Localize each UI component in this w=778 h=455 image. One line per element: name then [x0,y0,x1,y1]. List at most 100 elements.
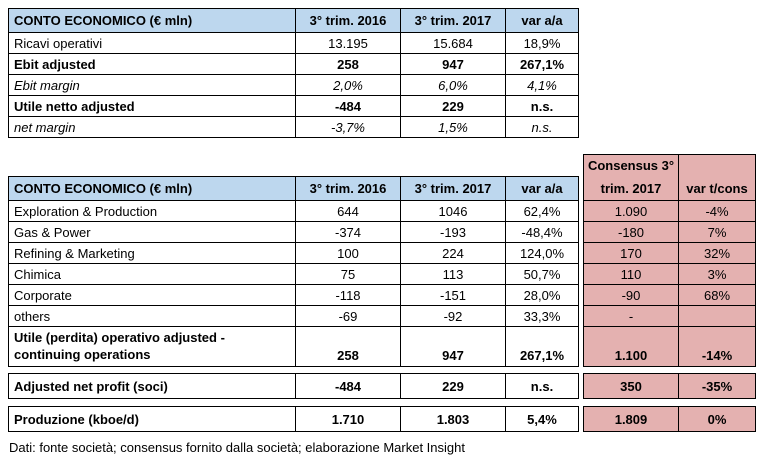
cell-consensus: 170 [583,242,679,264]
cell-consensus: -180 [583,221,679,243]
cell-q3-2017: 1.803 [400,406,506,432]
cell-consensus: 1.100 [583,326,679,367]
cell-consensus: 110 [583,263,679,285]
cell-q3-2016: -69 [295,305,401,327]
cell-q3-2017: 6,0% [400,74,506,96]
cell-q3-2016: 100 [295,242,401,264]
row-label: Refining & Marketing [8,242,296,264]
cell-var-yoy: 124,0% [505,242,579,264]
cell-q3-2016: 258 [295,53,401,75]
consensus-header-line2: trim. 2017 [583,176,679,201]
table2-header-row: CONTO ECONOMICO (€ mln) 3° trim. 2016 3°… [8,176,756,201]
cell-var-yoy: 33,3% [505,305,579,327]
cell-var-cons: 0% [678,406,756,432]
cell-q3-2016: 2,0% [295,74,401,96]
table-row-utile-netto-adjusted: Utile netto adjusted -484 229 n.s. [8,95,579,117]
table-row-produzione: Produzione (kboe/d) 1.710 1.803 5,4% 1.8… [8,406,756,432]
table-row-others: others -69 -92 33,3% - [8,305,756,327]
production-table: Produzione (kboe/d) 1.710 1.803 5,4% 1.8… [8,406,756,432]
gap-cell [578,263,584,285]
cell-q3-2017: -92 [400,305,506,327]
gap-cell [578,242,584,264]
table1-col-var-yoy: var a/a [505,8,579,33]
cell-q3-2017: 947 [400,53,506,75]
footer-note: Dati: fonte società; consensus fornito d… [9,440,465,455]
gap-cell [578,305,584,327]
cell-var-yoy: n.s. [505,116,579,138]
table2-col-q3-2017: 3° trim. 2017 [400,176,506,201]
cell-consensus: 1.809 [583,406,679,432]
table1-col-q3-2017: 3° trim. 2017 [400,8,506,33]
gap-cell [578,221,584,243]
consensus-header-line1: Consensus 3° [583,154,679,177]
cell-var-cons: -14% [678,326,756,367]
cell-var-cons [678,305,756,327]
var-cons-header-top [678,154,756,177]
cell-var-cons: -4% [678,200,756,222]
cell-var-yoy: 50,7% [505,263,579,285]
cell-q3-2017: 229 [400,373,506,399]
cell-var-yoy: 267,1% [505,53,579,75]
table-row-gas-power: Gas & Power -374 -193 -48,4% -180 7% [8,221,756,243]
row-label: Ebit adjusted [8,53,296,75]
var-cons-header: var t/cons [678,176,756,201]
table-row-ricavi-operativi: Ricavi operativi 13.195 15.684 18,9% [8,32,579,54]
cell-q3-2016: 258 [295,326,401,367]
cell-consensus: 350 [583,373,679,399]
row-label: net margin [8,116,296,138]
cell-var-yoy: n.s. [505,373,579,399]
row-label-line2: continuing operations [14,347,151,362]
cell-q3-2016: 13.195 [295,32,401,54]
table-row-adjusted-net-profit: Adjusted net profit (soci) -484 229 n.s.… [8,373,756,399]
gap-cell [578,200,584,222]
cell-var-yoy: 5,4% [505,406,579,432]
adjusted-net-profit-table: Adjusted net profit (soci) -484 229 n.s.… [8,373,756,399]
table1-title: CONTO ECONOMICO (€ mln) [8,8,296,33]
table-row-exploration-production: Exploration & Production 644 1046 62,4% … [8,200,756,222]
cell-var-cons: 68% [678,284,756,306]
table2-col-q3-2016: 3° trim. 2016 [295,176,401,201]
table1-header-row: CONTO ECONOMICO (€ mln) 3° trim. 2016 3°… [8,8,579,33]
spacer-cell [8,154,579,177]
cell-var-yoy: -48,4% [505,221,579,243]
cell-q3-2016: 1.710 [295,406,401,432]
cell-q3-2017: 15.684 [400,32,506,54]
cell-q3-2016: -484 [295,373,401,399]
row-label: Ebit margin [8,74,296,96]
consensus-header-row-top: Consensus 3° [8,154,756,177]
table2-title: CONTO ECONOMICO (€ mln) [8,176,296,201]
cell-var-yoy: 4,1% [505,74,579,96]
table-row-chimica: Chimica 75 113 50,7% 110 3% [8,263,756,285]
cell-q3-2016: -118 [295,284,401,306]
cell-q3-2016: -484 [295,95,401,117]
table-row-ebit-margin: Ebit margin 2,0% 6,0% 4,1% [8,74,579,96]
cell-q3-2017: -193 [400,221,506,243]
row-label: Gas & Power [8,221,296,243]
row-label: Adjusted net profit (soci) [8,373,296,399]
cell-consensus: -90 [583,284,679,306]
row-label: Utile (perdita) operativo adjusted - con… [8,326,296,367]
gap-cell [578,373,584,399]
cell-var-cons: 32% [678,242,756,264]
cell-var-yoy: 28,0% [505,284,579,306]
income-statement-summary-table: CONTO ECONOMICO (€ mln) 3° trim. 2016 3°… [8,8,579,138]
cell-consensus: 1.090 [583,200,679,222]
gap-cell [578,326,584,367]
row-label: Chimica [8,263,296,285]
row-label: others [8,305,296,327]
cell-q3-2016: 75 [295,263,401,285]
gap-cell [578,154,584,177]
row-label: Ricavi operativi [8,32,296,54]
cell-q3-2016: 644 [295,200,401,222]
gap-cell [578,284,584,306]
table1-col-q3-2016: 3° trim. 2016 [295,8,401,33]
row-label: Utile netto adjusted [8,95,296,117]
cell-var-cons: -35% [678,373,756,399]
cell-var-yoy: 267,1% [505,326,579,367]
cell-q3-2017: -151 [400,284,506,306]
gap-cell [578,176,584,201]
cell-q3-2017: 113 [400,263,506,285]
divisional-breakdown-table: Consensus 3° CONTO ECONOMICO (€ mln) 3° … [8,154,756,367]
cell-q3-2017: 947 [400,326,506,367]
